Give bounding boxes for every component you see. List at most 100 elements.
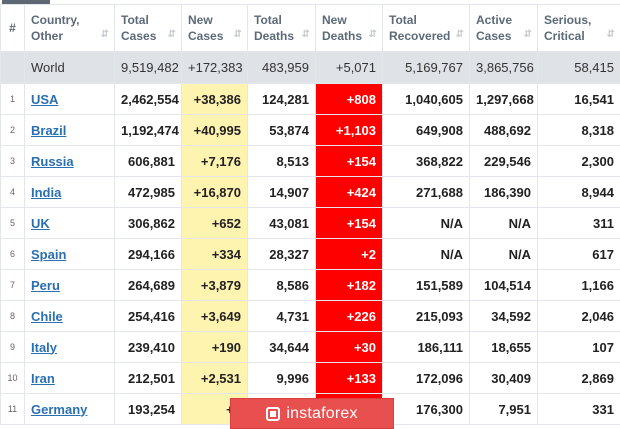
active-cases-cell: N/A: [470, 239, 538, 270]
serious-critical-cell: 331: [538, 394, 620, 425]
sort-icon[interactable]: ⇵: [234, 27, 242, 43]
new-deaths-cell: +154: [316, 208, 383, 239]
total-cases-cell: 239,410: [115, 332, 182, 363]
col-header-new-cases[interactable]: New Cases⇵: [182, 5, 248, 52]
new-cases-cell: +652: [182, 208, 248, 239]
total-recovered-cell: N/A: [383, 239, 470, 270]
total-recovered-cell: 368,822: [383, 146, 470, 177]
country-link[interactable]: India: [31, 185, 61, 200]
world-row: World 9,519,482 +172,383 483,959 +5,071 …: [1, 52, 620, 84]
active-cases-cell: 34,592: [470, 301, 538, 332]
col-header-new-deaths[interactable]: New Deaths⇵: [316, 5, 383, 52]
active-cases-cell: 229,546: [470, 146, 538, 177]
country-link[interactable]: Brazil: [31, 123, 66, 138]
new-cases-cell: +334: [182, 239, 248, 270]
country-link[interactable]: Peru: [31, 278, 60, 293]
total-recovered-cell: 176,300: [383, 394, 470, 425]
total-deaths-cell: 9,996: [248, 363, 316, 394]
col-header-total-deaths[interactable]: Total Deaths⇵: [248, 5, 316, 52]
active-cases-cell: 18,655: [470, 332, 538, 363]
new-deaths-cell: +2: [316, 239, 383, 270]
new-cases-cell: +40,995: [182, 115, 248, 146]
active-cases-cell: 104,514: [470, 270, 538, 301]
col-header-active-cases[interactable]: Active Cases⇵: [470, 5, 538, 52]
new-deaths-cell: +154: [316, 146, 383, 177]
total-recovered-cell: 215,093: [383, 301, 470, 332]
new-cases-cell: +16,870: [182, 177, 248, 208]
col-header-total-cases[interactable]: Total Cases⇵: [115, 5, 182, 52]
country-link[interactable]: USA: [31, 92, 58, 107]
country-link[interactable]: Russia: [31, 154, 74, 169]
col-header-serious-critical[interactable]: Serious, Critical⇵: [538, 5, 620, 52]
total-cases-cell: 2,462,554: [115, 84, 182, 115]
new-cases-cell: +38,386: [182, 84, 248, 115]
total-cases-cell: 193,254: [115, 394, 182, 425]
serious-critical-cell: 8,318: [538, 115, 620, 146]
rank-cell: 3: [1, 146, 25, 177]
rank-cell: 4: [1, 177, 25, 208]
active-cases-cell: 30,409: [470, 363, 538, 394]
serious-critical-cell: 16,541: [538, 84, 620, 115]
sort-icon[interactable]: ⇵: [369, 27, 377, 43]
world-country: World: [25, 52, 115, 84]
sort-icon[interactable]: ⇵: [524, 27, 532, 43]
total-cases-cell: 472,985: [115, 177, 182, 208]
country-link[interactable]: Italy: [31, 340, 57, 355]
world-serious-critical: 58,415: [538, 52, 620, 84]
country-cell: USA: [25, 84, 115, 115]
country-cell: Germany: [25, 394, 115, 425]
sort-icon[interactable]: ⇵: [607, 27, 615, 43]
world-rank: [1, 52, 25, 84]
new-deaths-cell: +424: [316, 177, 383, 208]
total-recovered-cell: 271,688: [383, 177, 470, 208]
serious-critical-cell: 311: [538, 208, 620, 239]
country-cell: UK: [25, 208, 115, 239]
world-total-cases: 9,519,482: [115, 52, 182, 84]
sort-icon[interactable]: ⇵: [101, 27, 109, 43]
country-link[interactable]: Chile: [31, 309, 63, 324]
total-cases-cell: 264,689: [115, 270, 182, 301]
total-recovered-cell: 186,111: [383, 332, 470, 363]
country-link[interactable]: UK: [31, 216, 50, 231]
total-recovered-cell: 649,908: [383, 115, 470, 146]
col-header-total-recovered[interactable]: Total Recovered⇵: [383, 5, 470, 52]
col-header-country[interactable]: Country, Other⇵: [25, 5, 115, 52]
total-deaths-cell: 4,731: [248, 301, 316, 332]
total-deaths-cell: 8,513: [248, 146, 316, 177]
new-deaths-cell: +808: [316, 84, 383, 115]
serious-critical-cell: 2,046: [538, 301, 620, 332]
sort-icon[interactable]: ⇵: [168, 27, 176, 43]
banner-text: instaforex: [286, 405, 357, 423]
rank-cell: 9: [1, 332, 25, 363]
total-deaths-cell: 124,281: [248, 84, 316, 115]
total-recovered-cell: 1,040,605: [383, 84, 470, 115]
world-active-cases: 3,865,756: [470, 52, 538, 84]
total-deaths-cell: 28,327: [248, 239, 316, 270]
rank-cell: 1: [1, 84, 25, 115]
total-cases-cell: 1,192,474: [115, 115, 182, 146]
country-link[interactable]: Iran: [31, 371, 55, 386]
rank-cell: 7: [1, 270, 25, 301]
country-link[interactable]: Spain: [31, 247, 66, 262]
country-cell: Brazil: [25, 115, 115, 146]
sort-icon[interactable]: ⇵: [302, 27, 310, 43]
new-deaths-cell: +182: [316, 270, 383, 301]
country-cell: Spain: [25, 239, 115, 270]
country-cell: India: [25, 177, 115, 208]
country-cell: Chile: [25, 301, 115, 332]
instaforex-watermark: instaforex: [230, 398, 394, 429]
serious-critical-cell: 8,944: [538, 177, 620, 208]
sort-icon[interactable]: ⇵: [456, 27, 464, 43]
total-recovered-cell: 151,589: [383, 270, 470, 301]
rank-cell: 10: [1, 363, 25, 394]
country-cell: Russia: [25, 146, 115, 177]
world-new-deaths: +5,071: [316, 52, 383, 84]
country-link[interactable]: Germany: [31, 402, 87, 417]
